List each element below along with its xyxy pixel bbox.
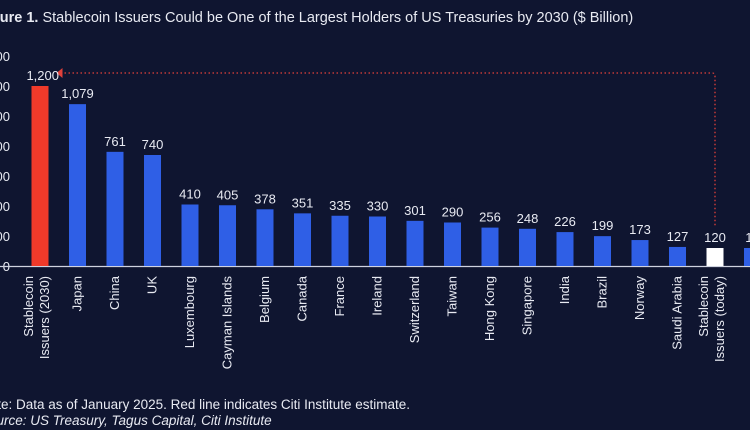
data-label: 256: [479, 210, 501, 225]
x-tick-label: France: [332, 276, 347, 316]
x-tick-label: Norway: [632, 276, 647, 321]
chart-source: Source: US Treasury, Tagus Capital, Citi…: [0, 413, 272, 428]
data-label: 248: [517, 211, 539, 226]
data-label: 1,079: [61, 86, 94, 101]
bar: [331, 215, 349, 266]
data-label: 761: [104, 134, 126, 149]
x-tick-label: Cayman Islands: [220, 276, 235, 370]
x-tick-label: Singapore: [520, 276, 535, 335]
x-tick-label: UK: [145, 276, 160, 294]
bar: [594, 236, 611, 266]
data-label: 290: [442, 205, 464, 220]
bar: [181, 204, 199, 266]
x-tick-label: China: [107, 275, 122, 310]
y-tick-label: 600: [0, 169, 10, 184]
x-tick-label: Saudi Arabia: [670, 275, 685, 349]
data-label: 12: [745, 230, 750, 245]
data-label: 330: [367, 199, 389, 214]
bar: [481, 227, 499, 266]
data-label: 173: [629, 222, 651, 237]
x-tick-label: Taiwan: [445, 276, 460, 316]
y-tick-label: 200: [0, 229, 10, 244]
bar: [669, 246, 686, 266]
data-label: 127: [667, 229, 689, 244]
bar: [744, 248, 750, 266]
bar: [556, 232, 574, 266]
x-tick-label: Ireland: [370, 276, 385, 316]
data-label: 301: [404, 203, 426, 218]
x-tick-label: India: [557, 275, 572, 304]
data-label: 351: [292, 195, 314, 210]
data-label: 226: [554, 214, 576, 229]
x-tick-label: Switzerland: [407, 276, 422, 343]
bar: [31, 86, 49, 266]
bar: [406, 220, 424, 266]
data-label: 1,200: [26, 68, 59, 83]
data-label: 199: [592, 218, 614, 233]
x-tick-label: Issuers (2030): [37, 276, 52, 359]
y-tick-label: 800: [0, 139, 10, 154]
x-tick-label: Japan: [70, 276, 85, 311]
bar: [631, 240, 649, 266]
arrow-head: [56, 68, 63, 78]
bar: [106, 151, 124, 266]
y-tick-label: 400: [0, 199, 10, 214]
y-tick-label: 1,400: [0, 49, 10, 64]
bar: [69, 104, 86, 267]
data-label: 405: [217, 187, 239, 202]
x-tick-label: Brazil: [595, 276, 610, 309]
bar: [219, 205, 236, 266]
data-label: 410: [179, 187, 201, 202]
x-tick-label: Stablecoin: [696, 276, 711, 337]
x-tick-label: Belgium: [257, 276, 272, 323]
y-tick-label: 1,000: [0, 109, 10, 124]
bar: [706, 248, 724, 266]
bar: [256, 209, 274, 266]
bar: [519, 228, 536, 266]
x-tick-label: Luxembourg: [182, 276, 197, 348]
data-label: 335: [329, 198, 351, 213]
x-tick-label: Hong Kong: [482, 276, 497, 341]
bar: [444, 222, 461, 266]
bar: [144, 155, 161, 266]
bar: [369, 216, 386, 266]
y-tick-label: 1,200: [0, 79, 10, 94]
data-label: 740: [142, 137, 164, 152]
data-label: 378: [254, 191, 276, 206]
bar: [294, 213, 311, 266]
x-tick-label: Canada: [295, 275, 310, 321]
x-tick-label: Issuers (today): [712, 276, 727, 362]
chart-note: Note: Data as of January 2025. Red line …: [0, 397, 410, 412]
x-tick-label: Stablecoin: [21, 276, 36, 337]
connector-line: [60, 72, 716, 226]
data-label: 120: [704, 230, 726, 245]
chart-title: Figure 1. Stablecoin Issuers Could be On…: [0, 10, 634, 26]
